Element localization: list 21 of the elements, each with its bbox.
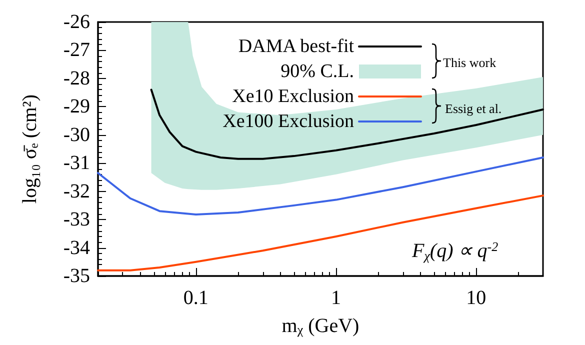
- y-tick-label: -31: [63, 152, 90, 174]
- y-tick-label: -35: [63, 265, 90, 287]
- annotation: This work: [443, 55, 497, 70]
- y-tick-label: -33: [63, 208, 90, 231]
- legend-label: Xe100 Exclusion: [222, 111, 354, 132]
- x-tick-label: 0.1: [183, 287, 208, 309]
- y-axis-title: log₁₀ σ̄ₑ (cm²): [19, 94, 41, 204]
- y-tick-label: -34: [63, 236, 90, 259]
- y-tick-label: -32: [63, 180, 90, 202]
- y-tick-label: -27: [63, 39, 90, 62]
- legend-label: DAMA best-fit: [238, 36, 355, 57]
- y-tick-label: -29: [63, 96, 90, 118]
- legend-label: Xe10 Exclusion: [232, 86, 354, 107]
- legend-label: 90% C.L.: [280, 61, 354, 82]
- y-tick-label: -26: [63, 11, 90, 33]
- y-tick-label: -28: [63, 67, 90, 90]
- x-tick-label: 1: [331, 287, 342, 309]
- x-tick-label: 10: [466, 287, 486, 309]
- annotation: Essig et al.: [445, 101, 502, 116]
- x-axis-title: mχ (GeV): [282, 315, 360, 337]
- y-tick-label: -30: [63, 124, 90, 146]
